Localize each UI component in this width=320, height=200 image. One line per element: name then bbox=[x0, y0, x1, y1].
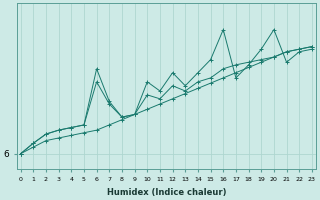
X-axis label: Humidex (Indice chaleur): Humidex (Indice chaleur) bbox=[107, 188, 226, 197]
